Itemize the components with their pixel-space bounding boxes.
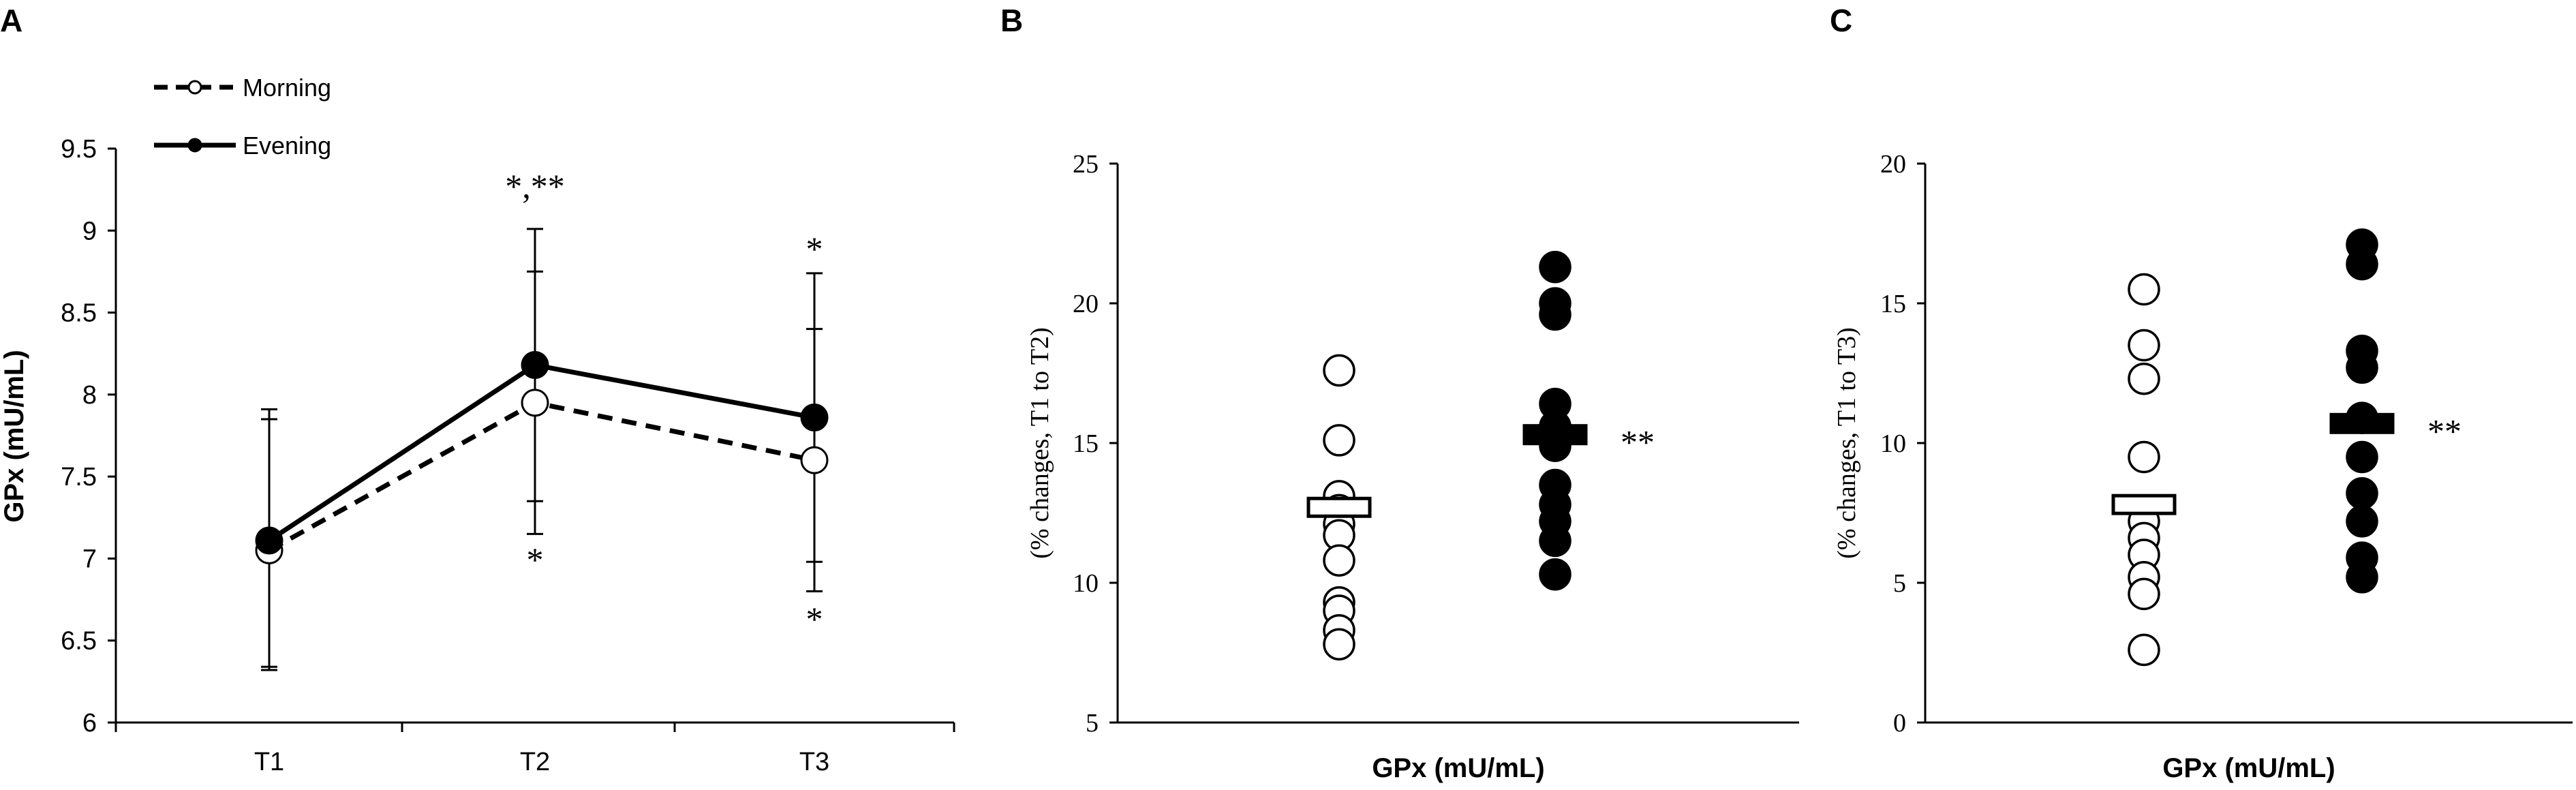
panel-b-y-tick-label: 25 — [1073, 150, 1099, 179]
panel-a-y-tick-label: 9 — [82, 217, 97, 245]
panel-a-significance-marker: * — [527, 541, 544, 579]
panel-a-points — [255, 351, 829, 564]
panel-b-mean-bar-open — [1306, 496, 1372, 518]
panel-b-point-open — [1323, 424, 1355, 457]
panel-c-point-filled — [2346, 351, 2378, 384]
legend-evening-marker — [187, 138, 202, 153]
panel-c-mean-bars — [2111, 412, 2395, 515]
panel-a-y-tick-label: 7 — [82, 545, 97, 573]
panel-b-point-open — [1323, 628, 1355, 660]
panel-a-y-tick-label: 6.5 — [61, 627, 97, 656]
panel-a-y-tick-label: 8.5 — [61, 299, 97, 328]
panel-a-significance-marker: *,** — [505, 167, 565, 205]
panel-c-point-filled — [2346, 247, 2378, 281]
panel-b-point-filled — [1539, 298, 1571, 331]
panel-b-y-axis-title: (% changes, T1 to T2) — [1026, 327, 1054, 558]
panel-b-significance-markers: ** — [1621, 423, 1655, 461]
panel-b-x-axis-title: GPx (mU/mL) — [1372, 753, 1544, 783]
panel-b-mean-bars — [1306, 424, 1588, 518]
panel-c-y-tick-label: 20 — [1880, 150, 1906, 179]
panel-b-point-filled — [1539, 524, 1571, 558]
panel-c-point-open — [2128, 273, 2160, 306]
panel-c-y-tick-label: 15 — [1880, 290, 1906, 318]
panel-c-point-filled — [2346, 477, 2378, 510]
panel-c-y-tick-label: 0 — [1893, 709, 1906, 738]
panel-b-y-tick-label: 10 — [1073, 569, 1099, 598]
panel-a-legend: Morning Evening — [154, 74, 331, 159]
panel-label-a: A — [0, 3, 22, 38]
panel-a-error-bars — [261, 228, 823, 671]
panel-a-y-tick-label: 8 — [82, 381, 97, 410]
panel-b-point-open — [1323, 354, 1355, 387]
legend-evening-label: Evening — [243, 132, 331, 159]
panel-c-y-axis-title: (% changes, T1 to T3) — [1833, 327, 1861, 558]
panel-c-x-axis-title: GPx (mU/mL) — [2162, 753, 2335, 783]
panel-c-mean-bar-open — [2111, 493, 2177, 515]
panel-b-y-ticks: 5 10 15 20 25 — [1073, 150, 1118, 738]
panel-a-line-chart: 6 6.5 7 7.5 8 8.5 9 9.5 T1 T2 T3 GPx (mU/mL) *,**… — [0, 74, 955, 776]
panel-c-point-filled — [2346, 561, 2378, 594]
panel-a-point-evening — [255, 526, 283, 555]
panel-c-dot-plot: 0 5 10 15 20 (% changes, T1 to T3) GPx (mU/m… — [1833, 150, 2573, 783]
panel-c-point-filled — [2346, 440, 2378, 474]
panel-a-significance-marker: * — [806, 600, 823, 638]
panel-a-y-tick-label: 9.5 — [61, 135, 97, 164]
panel-a-significance-marker: * — [806, 230, 823, 268]
legend-morning-marker — [187, 80, 202, 95]
panel-a-x-tick-label: T1 — [254, 748, 284, 776]
panel-c-point-open — [2128, 329, 2160, 362]
panel-b-y-tick-label: 5 — [1086, 709, 1099, 738]
panel-a-y-tick-label: 6 — [82, 709, 97, 738]
panel-c-point-open — [2128, 577, 2160, 611]
panel-a-series-line-morning — [268, 400, 815, 553]
panel-b-significance-marker: ** — [1621, 423, 1655, 461]
panel-b-point-open — [1323, 544, 1355, 577]
panel-c-y-tick-label: 5 — [1893, 569, 1906, 598]
panel-b-point-filled — [1539, 558, 1571, 591]
panel-c-points — [2128, 228, 2378, 667]
legend-morning-label: Morning — [243, 74, 331, 102]
panel-a-y-ticks: 6 6.5 7 7.5 8 8.5 9 9.5 — [61, 135, 116, 738]
panel-label-c: C — [1830, 3, 1852, 38]
panel-c-point-filled — [2346, 505, 2378, 538]
panel-b-mean-bar-filled — [1522, 424, 1588, 446]
panel-a-point-evening — [521, 351, 549, 380]
panel-a-y-tick-label: 7.5 — [61, 463, 97, 491]
panel-b-point-filled — [1539, 250, 1571, 284]
panel-c-point-open — [2128, 633, 2160, 667]
panel-a-x-tick-label: T3 — [799, 748, 829, 776]
panel-b-dot-plot: 5 10 15 20 25 (% changes, T1 to T2) GPx (mU/… — [1026, 150, 1799, 783]
panel-a-point-evening — [800, 404, 829, 432]
panel-c-mean-bar-filled — [2329, 412, 2395, 434]
panel-label-b: B — [1000, 3, 1023, 38]
panel-a-point-morning — [521, 389, 549, 417]
panel-a-x-ticks: T1 T2 T3 — [114, 723, 955, 776]
panel-a-point-morning — [800, 446, 829, 474]
panel-b-points — [1323, 250, 1571, 660]
panel-c-y-tick-label: 10 — [1880, 429, 1906, 458]
panel-a-x-tick-label: T2 — [520, 748, 550, 776]
panel-c-significance-marker: ** — [2427, 412, 2462, 450]
panel-b-y-tick-label: 15 — [1073, 429, 1099, 458]
panel-a-significance-markers: *,** * * * — [505, 167, 823, 638]
panel-c-point-open — [2128, 440, 2160, 474]
panel-c-point-open — [2128, 362, 2160, 395]
panel-a-y-axis-title: GPx (mU/mL) — [0, 350, 29, 522]
panel-c-significance-markers: ** — [2427, 412, 2462, 450]
panel-b-y-tick-label: 20 — [1073, 290, 1099, 318]
panel-c-y-ticks: 0 5 10 15 20 — [1880, 150, 1925, 738]
